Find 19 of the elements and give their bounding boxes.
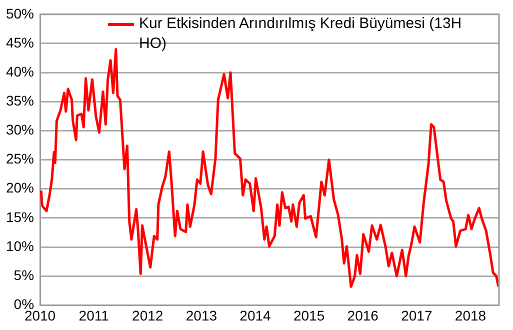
x-tick-label: 2012 [132, 307, 164, 324]
y-tick-label: 10% [6, 238, 34, 254]
x-tick-label: 2013 [186, 307, 218, 324]
y-tick-label: 25% [6, 150, 34, 167]
y-tick-label: 45% [6, 34, 34, 50]
y-tick-label: 35% [6, 92, 34, 108]
y-tick-label: 5% [14, 266, 34, 283]
y-tick-label: 40% [6, 63, 34, 80]
x-tick-label: 2016 [347, 307, 379, 324]
legend-label: Kur Etkisinden Arındırılmış Kredi Büyümesi (13H HO) [139, 14, 463, 54]
x-tick-label: 2015 [293, 307, 325, 324]
y-tick-label: 20% [6, 180, 34, 196]
x-tick-label: 2014 [240, 307, 272, 324]
x-tick-label: 2017 [401, 307, 432, 324]
y-tick-label: 30% [6, 122, 34, 138]
x-tick-label: 2011 [78, 307, 110, 324]
y-tick-label: 50% [6, 5, 34, 22]
x-tick-label: 2018 [454, 307, 486, 324]
y-tick-label: 15% [6, 208, 34, 225]
